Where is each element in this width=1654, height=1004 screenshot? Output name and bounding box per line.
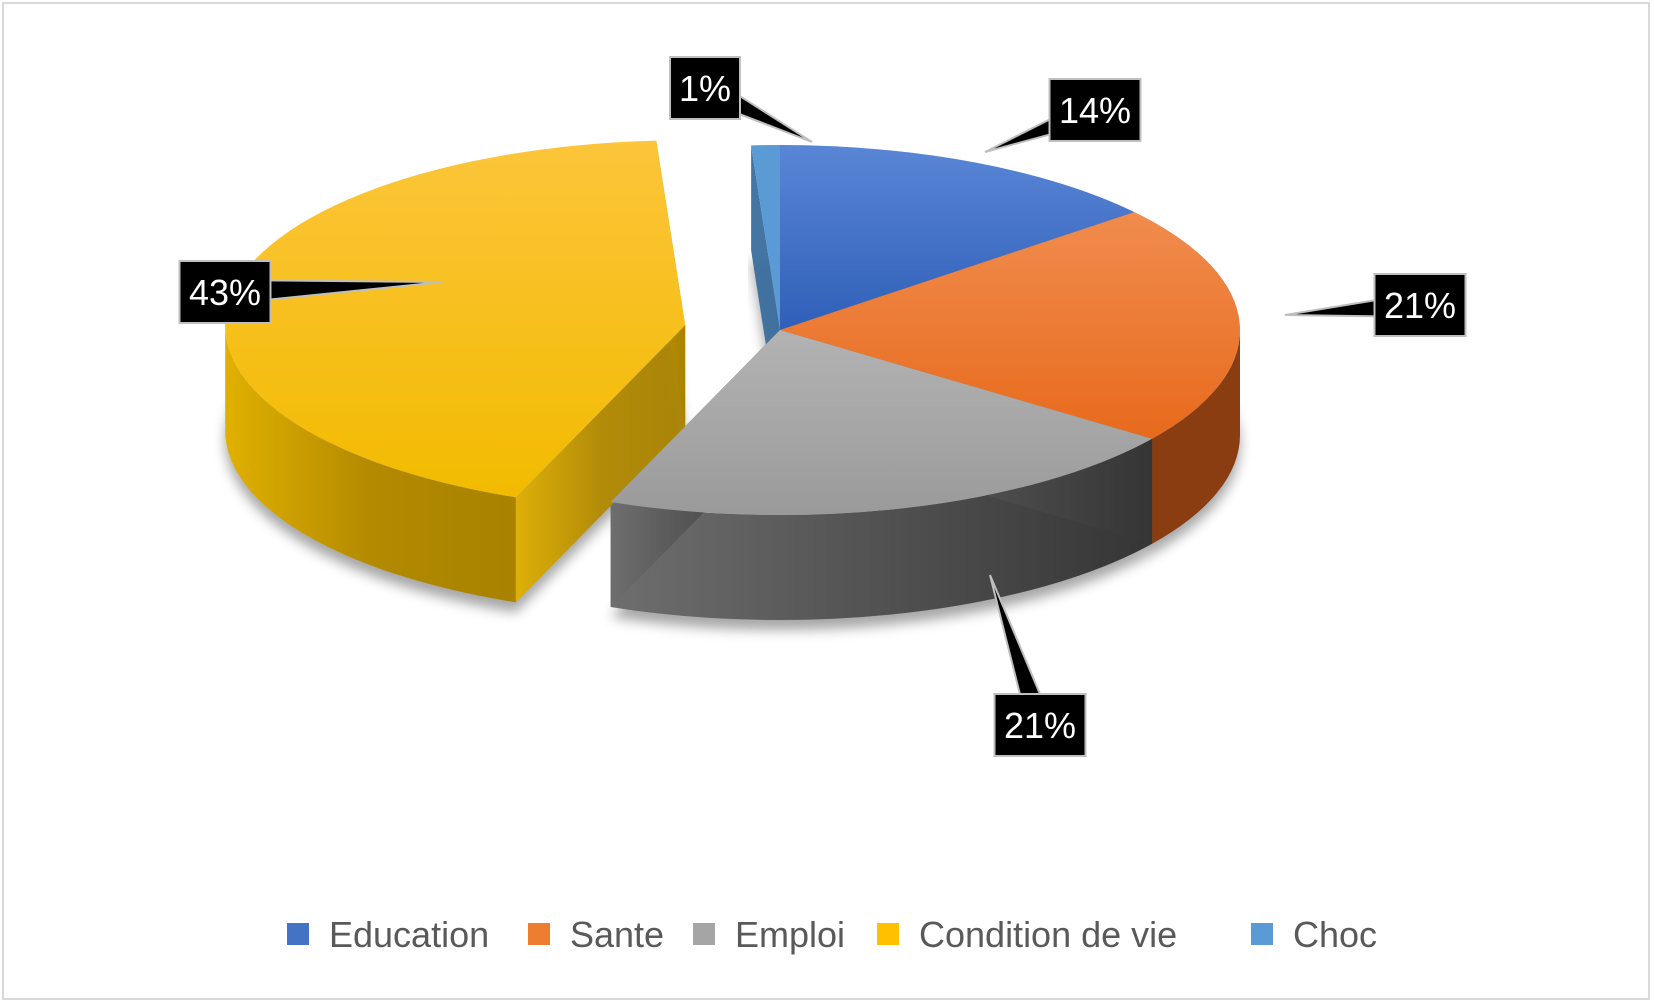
data-label-education: 14% — [1059, 90, 1131, 131]
legend-swatch-sante — [528, 923, 550, 945]
legend-swatch-condition-de-vie — [877, 923, 899, 945]
data-label-box-sante — [1373, 273, 1467, 337]
legend-label-condition-de-vie: Condition de vie — [919, 914, 1177, 955]
slice-sante — [780, 212, 1240, 439]
legend-label-sante: Sante — [570, 914, 664, 955]
slice-education — [780, 145, 1135, 330]
data-label-emploi: 21% — [1004, 705, 1076, 746]
slice-choc — [751, 145, 780, 330]
data-label-box-condition-de-vie — [178, 260, 272, 324]
slice-side-sante — [1152, 330, 1240, 544]
slice-condition-de-vie — [225, 140, 686, 498]
data-label-box-education — [1048, 78, 1142, 142]
slice-emploi — [610, 330, 1153, 515]
slice-side-condition-de-vie — [225, 325, 516, 603]
data-label-choc: 1% — [679, 68, 731, 109]
data-label-sante: 21% — [1384, 285, 1456, 326]
legend-label-choc: Choc — [1293, 914, 1377, 955]
slice-side-emploi — [610, 438, 1153, 620]
legend-swatch-education — [287, 923, 309, 945]
legend-swatch-choc — [1251, 923, 1273, 945]
legend-label-education: Education — [329, 914, 489, 955]
slice-cut-condition-de-vie-0 — [515, 325, 686, 603]
data-label-box-choc — [669, 56, 741, 120]
legend-swatch-emploi — [693, 923, 715, 945]
legend-label-emploi: Emploi — [735, 914, 845, 955]
data-label-box-emploi — [993, 693, 1087, 757]
data-label-condition-de-vie: 43% — [189, 272, 261, 313]
